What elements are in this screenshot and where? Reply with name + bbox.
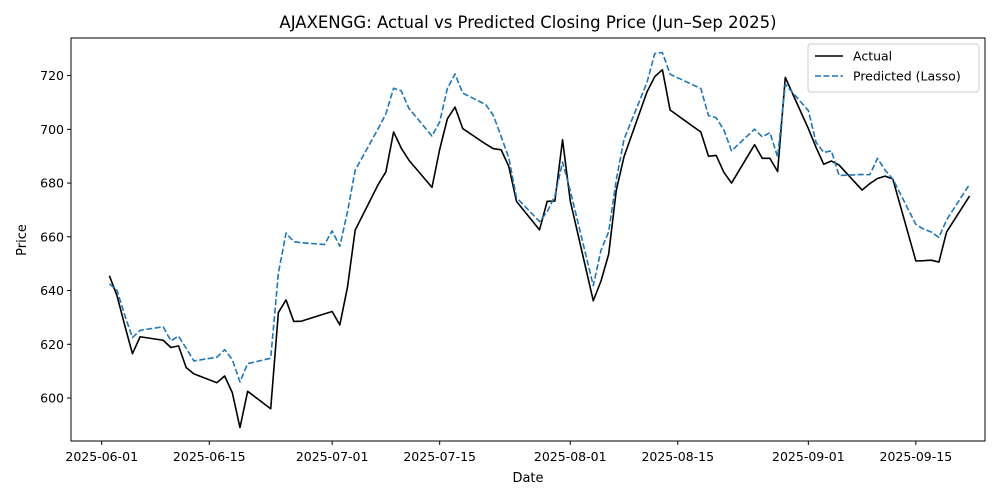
y-tick-label: 700: [40, 122, 64, 137]
x-tick-label: 2025-07-01: [296, 449, 369, 464]
y-tick-label: 720: [40, 68, 64, 83]
x-tick-label: 2025-09-01: [772, 449, 845, 464]
x-tick-label: 2025-07-15: [403, 449, 476, 464]
y-axis-title: Price: [15, 224, 30, 256]
series-layer: [108, 51, 971, 429]
series-line-predicted: [108, 51, 971, 383]
x-tick-label: 2025-09-15: [880, 449, 953, 464]
legend-label: Predicted (Lasso): [853, 69, 961, 84]
legend-box: [807, 43, 980, 93]
y-tick-label: 660: [40, 229, 64, 244]
plot-area: [70, 37, 986, 442]
y-tick-label: 680: [40, 176, 64, 191]
y-tick-label: 640: [40, 283, 64, 298]
legend-label: Actual: [853, 49, 892, 64]
legend: Actual Predicted (Lasso): [807, 43, 980, 93]
x-axis-title: Date: [512, 471, 543, 486]
x-tick-label: 2025-06-01: [65, 449, 138, 464]
y-tick-label: 620: [40, 337, 64, 352]
series-line-actual: [108, 68, 971, 429]
chart-title: AJAXENGG: Actual vs Predicted Closing Pr…: [279, 13, 776, 32]
plot-frame: [70, 37, 986, 442]
y-axis: 600 620 640 660 680 700 720: [40, 68, 71, 406]
x-tick-label: 2025-06-15: [173, 449, 246, 464]
x-tick-label: 2025-08-15: [641, 449, 714, 464]
x-tick-label: 2025-08-01: [534, 449, 607, 464]
y-tick-label: 600: [40, 391, 64, 406]
x-axis: 2025-06-01 2025-06-15 2025-07-01 2025-07-15…: [65, 441, 952, 464]
